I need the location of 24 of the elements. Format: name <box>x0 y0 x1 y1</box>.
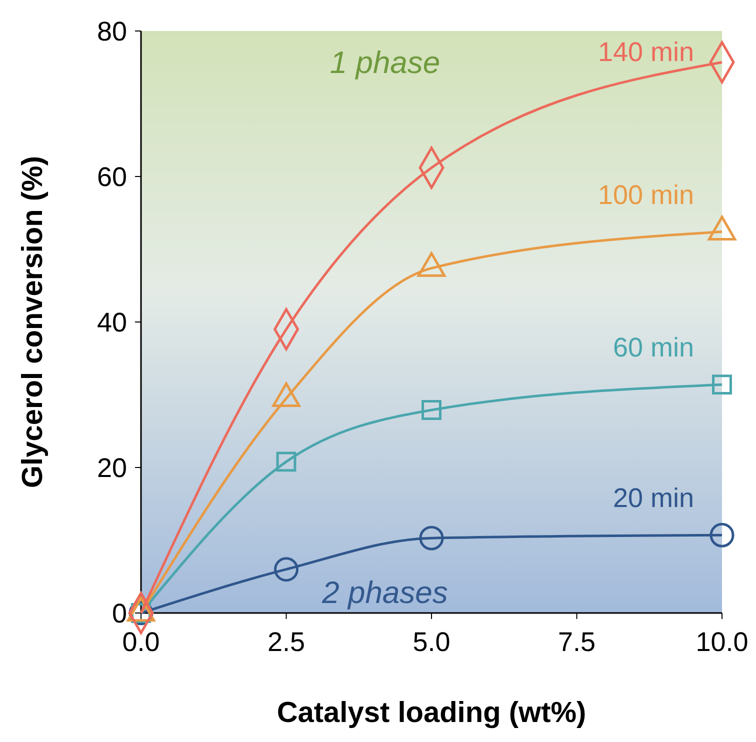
y-tick-label: 80 <box>96 16 127 46</box>
point <box>274 557 298 582</box>
x-tick-label: 7.5 <box>558 627 596 657</box>
y-tick-label: 20 <box>96 452 127 483</box>
x-tick-label: 0.0 <box>122 627 160 657</box>
y-axis-title: Glycerol conversion (%) <box>17 156 49 488</box>
point <box>276 452 296 472</box>
series-label: 20 min <box>612 483 694 514</box>
x-tick-label: 2.5 <box>267 627 306 657</box>
series-label: 140 min <box>598 37 694 67</box>
annotation: 2 phases <box>321 575 448 610</box>
y-tick-label: 60 <box>96 162 127 192</box>
series-label: 100 min <box>598 180 694 210</box>
y-tick-label: 0 <box>112 598 127 628</box>
point <box>712 374 732 395</box>
point <box>710 522 734 548</box>
y-tick-label: 40 <box>96 307 127 338</box>
x-tick-label: 10.0 <box>696 627 748 657</box>
x-tick-label: 5.0 <box>412 627 450 657</box>
annotation: 1 phase <box>330 45 440 80</box>
point <box>419 526 444 550</box>
series-label: 60 min <box>612 332 694 363</box>
point <box>422 400 442 420</box>
x-axis-title: Catalyst loading (wt%) <box>276 697 586 729</box>
